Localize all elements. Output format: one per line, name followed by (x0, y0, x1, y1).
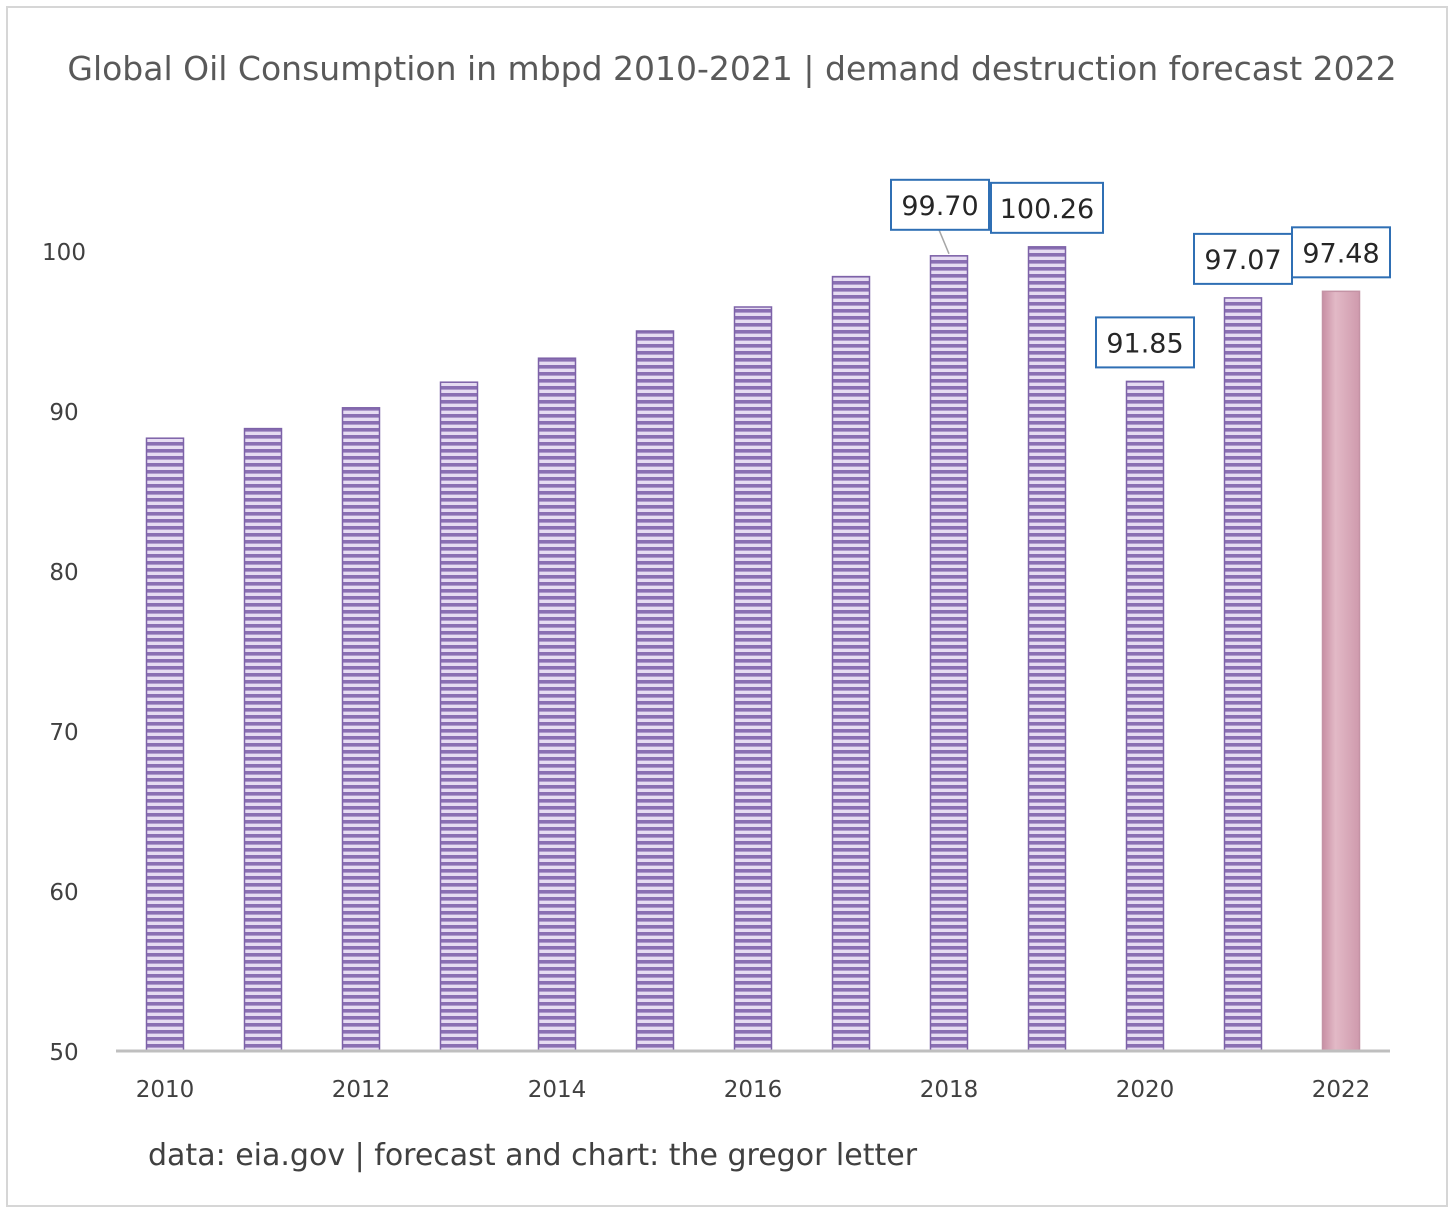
bar-2013 (439, 381, 479, 1052)
bar-2017 (831, 275, 871, 1052)
y-tick-label: 100 (42, 240, 86, 266)
bar-2012 (341, 407, 381, 1052)
data-label: 97.07 (1204, 245, 1281, 276)
chart-title: Global Oil Consumption in mbpd 2010-2021… (67, 49, 1396, 88)
data-label: 100.26 (1000, 194, 1094, 225)
bar-chart: Global Oil Consumption in mbpd 2010-2021… (42, 49, 1397, 1173)
y-tick-label: 50 (49, 1040, 78, 1066)
data-label-box (1193, 232, 1293, 285)
x-tick-label: 2022 (1312, 1077, 1371, 1103)
x-axis-ticks: 2010 2012 2014 2016 2018 2020 2022 (136, 1077, 1371, 1103)
data-label: 97.48 (1302, 238, 1379, 269)
bar-2020 (1125, 380, 1165, 1052)
chart-footer: data: eia.gov | forecast and chart: the … (148, 1138, 918, 1173)
chart-frame: Global Oil Consumption in mbpd 2010-2021… (6, 6, 1448, 1207)
x-tick-label: 2016 (724, 1077, 783, 1103)
bar-2018 (929, 255, 969, 1052)
bar-2014 (537, 357, 577, 1052)
data-label: 91.85 (1106, 328, 1183, 359)
data-labels-group: 99.70 100.26 91.85 97.07 97.48 (890, 178, 1391, 369)
bars-group (145, 246, 1361, 1052)
label-leader-line (938, 229, 950, 255)
y-tick-label: 80 (49, 560, 78, 586)
data-label-box (1291, 226, 1391, 279)
x-tick-label: 2018 (920, 1077, 979, 1103)
data-label-box (990, 181, 1104, 234)
bar-2021 (1223, 297, 1263, 1052)
x-tick-label: 2020 (1116, 1077, 1175, 1103)
x-tick-label: 2012 (332, 1077, 391, 1103)
bar-2016 (733, 306, 773, 1052)
y-tick-label: 60 (49, 880, 78, 906)
x-tick-label: 2014 (528, 1077, 587, 1103)
bar-forecast-2022 (1321, 290, 1361, 1052)
data-label: 99.70 (901, 191, 978, 222)
y-axis-ticks: 50 60 70 80 90 100 (42, 240, 86, 1066)
x-tick-label: 2010 (136, 1077, 195, 1103)
bar-2011 (243, 427, 283, 1052)
data-label-box (1095, 316, 1195, 369)
data-label-box (890, 178, 990, 231)
bar-2015 (635, 330, 675, 1052)
y-tick-label: 90 (49, 400, 78, 426)
bar-2019 (1027, 246, 1067, 1052)
bar-2010 (145, 437, 185, 1052)
y-tick-label: 70 (49, 720, 78, 746)
